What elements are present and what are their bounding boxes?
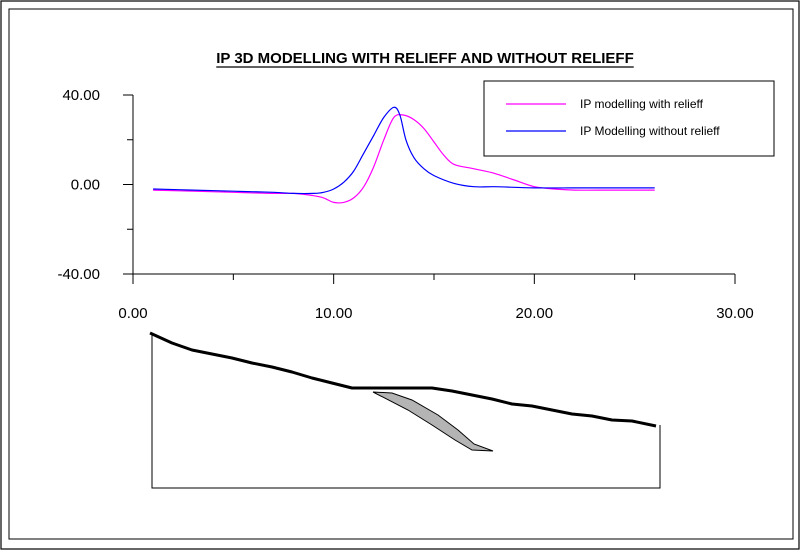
legend-label-without-relief: IP Modelling without relieff (580, 124, 720, 138)
tick-labels: 40.00 0.00 -40.00 0.00 10.00 20.00 30.00 (57, 87, 753, 322)
axes (123, 94, 736, 284)
series-line-without-relief (153, 106, 655, 195)
y-tick-label: 40.00 (62, 87, 100, 104)
legend: IP modelling with relieff IP Modelling w… (483, 80, 775, 157)
cross-section-diagram (149, 331, 661, 489)
y-tick-label: 0.00 (71, 177, 100, 194)
inner-frame (8, 8, 794, 540)
chart-title: IP 3D MODELLING WITH RELIEFF AND WITHOUT… (216, 50, 633, 67)
x-tick-label: 0.00 (118, 305, 147, 322)
y-tick-label: -40.00 (57, 266, 100, 283)
x-tick-label: 30.00 (716, 305, 754, 322)
x-tick-label: 10.00 (315, 305, 353, 322)
series-lines (153, 106, 655, 204)
series-line-with-relief (153, 114, 655, 204)
legend-box (483, 80, 775, 157)
conductive-body-polygon (372, 391, 494, 452)
x-tick-label: 20.00 (516, 305, 554, 322)
legend-label-with-relief: IP modelling with relieff (580, 97, 704, 111)
topography-profile-line (149, 331, 657, 428)
cross-section-box (151, 334, 661, 489)
